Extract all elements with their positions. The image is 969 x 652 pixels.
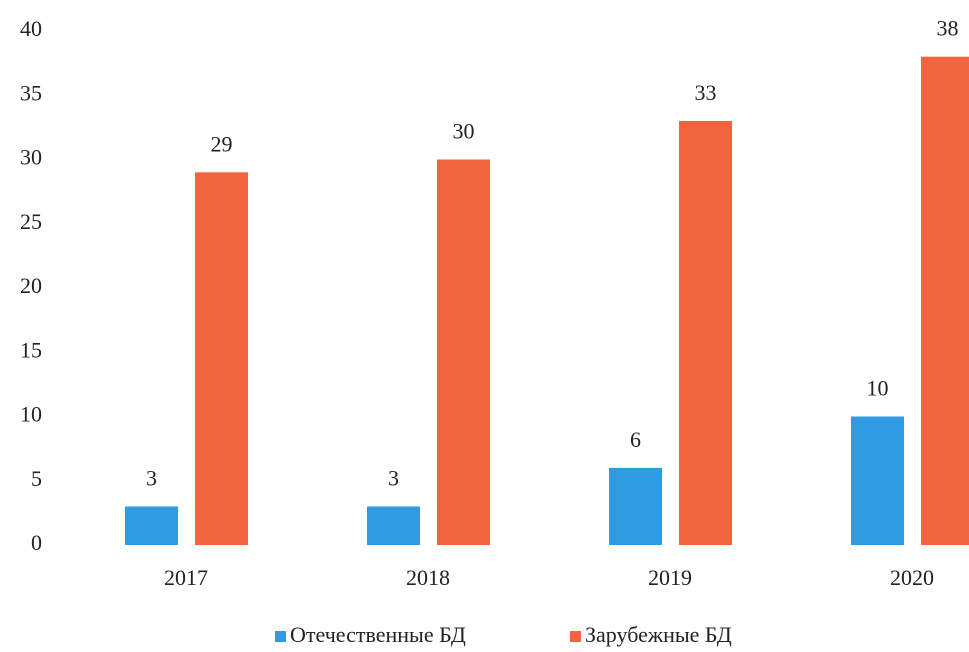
value-label: 3 [388,465,399,490]
x-tick-label: 2018 [406,565,450,590]
x-tick-label: 2020 [890,565,934,590]
bar [437,159,490,545]
bar [125,506,178,545]
y-tick-label: 10 [20,402,42,427]
legend-label: Отечественные БД [290,622,466,647]
x-tick-label: 2019 [648,565,692,590]
bar [195,172,248,545]
y-tick-label: 40 [20,16,42,41]
bar [679,120,732,545]
value-label: 30 [453,119,475,144]
y-tick-label: 35 [20,80,42,105]
legend-label: Зарубежные БД [585,622,732,647]
bar [921,56,969,545]
value-label: 33 [695,80,717,105]
y-tick-label: 5 [31,466,42,491]
y-tick-label: 15 [20,337,42,362]
y-tick-label: 30 [20,145,42,170]
y-tick-label: 0 [31,530,42,555]
legend-swatch [570,631,581,642]
bar [851,416,904,545]
value-label: 6 [630,427,641,452]
y-tick-label: 20 [20,273,42,298]
bar [367,506,420,545]
bar [609,467,662,545]
y-tick-label: 25 [20,209,42,234]
value-label: 29 [211,131,233,156]
value-label: 3 [146,465,157,490]
legend-swatch [275,631,286,642]
x-tick-label: 2017 [164,565,208,590]
value-label: 38 [937,16,959,41]
value-label: 10 [867,376,889,401]
